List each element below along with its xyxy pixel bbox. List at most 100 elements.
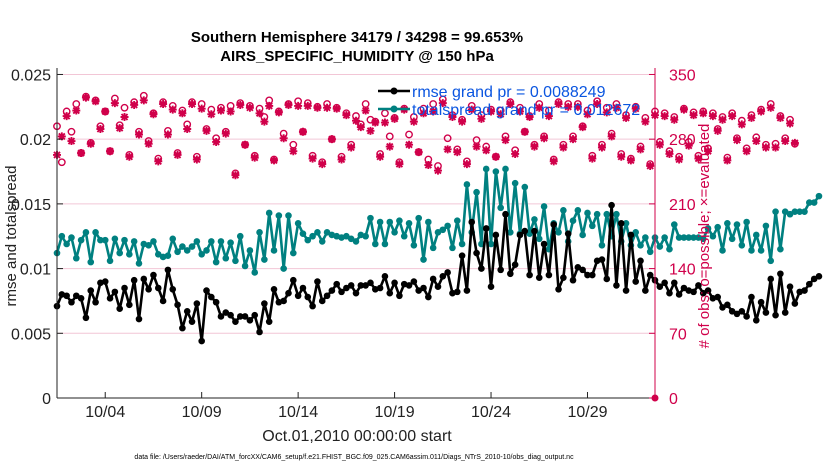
totalspread-point bbox=[453, 217, 461, 225]
obs-evaluated-point bbox=[761, 143, 770, 152]
obs-evaluated-point bbox=[405, 140, 414, 149]
obs-evaluated-point bbox=[318, 160, 327, 169]
rmse-point bbox=[786, 283, 794, 291]
rmse-point bbox=[121, 284, 128, 292]
obs-evaluated-point bbox=[626, 156, 635, 165]
totalspread-point bbox=[396, 217, 403, 225]
obs-evaluated-point bbox=[569, 135, 578, 144]
obs-evaluated-point bbox=[713, 126, 722, 135]
obs-evaluated-point bbox=[559, 143, 568, 152]
obs-evaluated-point bbox=[728, 112, 737, 121]
x-tick-label: 10/19 bbox=[375, 404, 415, 421]
obs-evaluated-point bbox=[178, 109, 187, 118]
obs-evaluated-point bbox=[361, 106, 370, 115]
rmse-point bbox=[193, 300, 201, 307]
rmse-point bbox=[87, 287, 95, 294]
obs-evaluated-point bbox=[665, 149, 674, 158]
totalspread-point bbox=[101, 236, 109, 244]
totalspread-point bbox=[815, 192, 823, 200]
obs-evaluated-point bbox=[525, 112, 534, 121]
obs-evaluated-point bbox=[245, 103, 254, 112]
y-tick-label-left: 0.02 bbox=[20, 132, 51, 149]
totalspread-point bbox=[294, 219, 302, 227]
rmse-point bbox=[314, 278, 321, 285]
obs-evaluated-point bbox=[356, 123, 365, 132]
rmse-point bbox=[357, 282, 365, 289]
obs-possible-point bbox=[429, 100, 438, 108]
obs-evaluated-point bbox=[120, 112, 129, 121]
totalspread-point bbox=[362, 232, 369, 240]
rmse-point bbox=[405, 282, 413, 289]
obs-evaluated-point bbox=[443, 145, 452, 154]
obs-evaluated-point bbox=[72, 106, 81, 115]
obs-evaluated-point bbox=[390, 114, 399, 123]
totalspread-point bbox=[77, 236, 85, 244]
obs-evaluated-point bbox=[149, 110, 158, 119]
obs-evaluated-point bbox=[776, 113, 785, 122]
obs-evaluated-point bbox=[670, 115, 679, 124]
rmse-point bbox=[63, 292, 70, 300]
rmse-point bbox=[212, 298, 220, 306]
rmse-point bbox=[589, 271, 596, 279]
totalspread-point bbox=[208, 238, 215, 245]
totalspread-point bbox=[285, 212, 292, 219]
totalspread-point bbox=[275, 212, 283, 219]
rmse-point bbox=[743, 313, 750, 320]
obs-evaluated-point bbox=[583, 110, 592, 119]
totalspread-point bbox=[72, 254, 80, 262]
rmse-point bbox=[68, 298, 75, 306]
rmse-point bbox=[545, 271, 553, 279]
totalspread-point bbox=[106, 257, 114, 265]
totalspread-point bbox=[762, 222, 770, 230]
rmse-point bbox=[617, 219, 625, 227]
obs-evaluated-point bbox=[308, 154, 317, 163]
totalspread-point bbox=[135, 260, 143, 267]
totalspread-point bbox=[670, 221, 678, 228]
obs-evaluated-point bbox=[342, 111, 351, 120]
totalspread-point bbox=[709, 232, 717, 240]
totalspread-point bbox=[265, 209, 273, 217]
totalspread-point bbox=[444, 222, 451, 230]
y-tick-label-right: 140 bbox=[669, 262, 696, 279]
obs-evaluated-point bbox=[188, 100, 197, 109]
obs-evaluated-point bbox=[192, 155, 201, 164]
totalspread-point bbox=[347, 235, 355, 243]
totalspread-point bbox=[179, 243, 186, 250]
totalspread-point bbox=[323, 229, 331, 236]
totalspread-point bbox=[661, 234, 668, 241]
totalspread-point bbox=[772, 208, 779, 215]
obs-evaluated-point bbox=[520, 127, 529, 136]
rmse-point bbox=[680, 284, 688, 292]
rmse-point bbox=[304, 293, 312, 301]
rmse-point bbox=[270, 285, 278, 293]
obs-evaluated-point bbox=[183, 125, 192, 134]
obs-evaluated-point bbox=[385, 142, 394, 151]
rmse-point bbox=[728, 307, 736, 315]
x-tick-label: 10/09 bbox=[182, 404, 222, 421]
obs-evaluated-point bbox=[62, 112, 71, 121]
rmse-point bbox=[111, 288, 119, 296]
totalspread-point bbox=[492, 168, 500, 175]
obs-evaluated-point bbox=[154, 157, 163, 166]
totalspread-point bbox=[728, 235, 736, 243]
rmse-point bbox=[101, 278, 109, 285]
y-tick-label-right: 280 bbox=[669, 132, 696, 149]
totalspread-point bbox=[752, 231, 760, 239]
totalspread-point bbox=[154, 251, 162, 258]
obs-evaluated-point bbox=[173, 150, 182, 159]
totalspread-point bbox=[405, 219, 413, 227]
obs-evaluated-point bbox=[515, 107, 524, 116]
obs-evaluated-point bbox=[617, 152, 626, 161]
rmse-point bbox=[656, 283, 664, 291]
totalspread-point bbox=[757, 247, 765, 254]
obs-evaluated-point bbox=[766, 103, 775, 112]
obs-possible-point bbox=[57, 158, 66, 167]
rmse-point bbox=[343, 284, 350, 292]
obs-evaluated-point bbox=[110, 99, 119, 108]
rmse-point bbox=[246, 317, 254, 324]
rmse-point bbox=[733, 310, 741, 318]
obs-evaluated-point bbox=[636, 145, 645, 154]
obs-possible-point bbox=[381, 109, 389, 118]
totalspread-point bbox=[743, 218, 750, 226]
totalspread-point bbox=[150, 238, 157, 245]
